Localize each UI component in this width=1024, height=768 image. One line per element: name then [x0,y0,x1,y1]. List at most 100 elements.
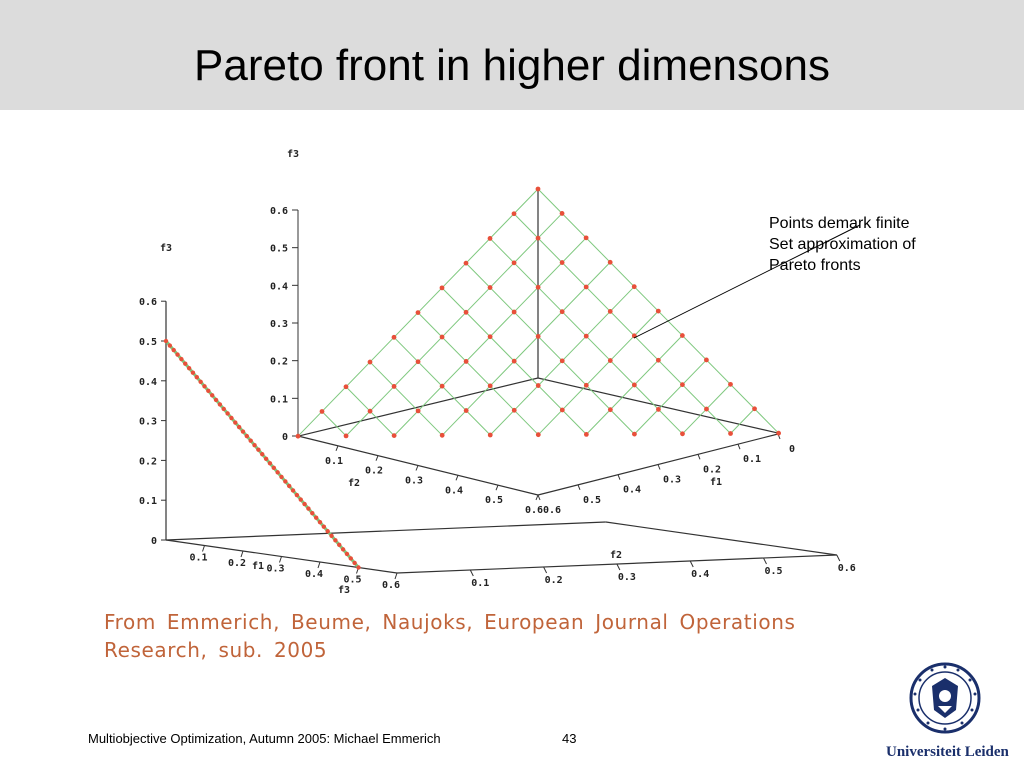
left-f2-tick-label: 0.1 [471,578,489,589]
right-front-point [583,382,589,388]
right-f3-tick-label: 0.3 [270,319,288,330]
left-f2-tick-label: 0.6 [838,563,856,574]
right-front-point [535,235,541,241]
citation-line-1: From Emmerich, Beume, Naujoks, European … [104,610,796,634]
right-f1-tick [577,484,581,491]
right-front-point [559,309,565,315]
right-front-point [511,407,517,413]
right-f1-tick [697,454,701,460]
right-f1-tick [537,494,541,501]
left-front-point [186,365,192,371]
right-grid-line-f1 [537,310,659,436]
right-front-point [463,408,469,413]
left-front-point [163,338,169,344]
right-front-point [559,211,565,216]
right-front-point [680,431,685,437]
left-front-point [352,560,357,566]
left-front-point [236,424,242,430]
leiden-seal-icon [909,662,981,734]
left-f3-tick-label: 0.4 [139,377,157,388]
right-front-point [583,284,589,290]
annotation-line-3: Pareto fronts [769,257,861,274]
right-front-point [728,431,733,436]
right-front-point [391,334,397,340]
right-front-point [511,211,517,217]
left-front-point [271,465,276,471]
right-f2-title: f2 [348,478,360,489]
right-front-point [343,384,349,390]
right-front-point [463,309,469,315]
right-front-point [583,235,589,241]
left-front-point [333,538,338,543]
left-front-point [190,370,196,375]
left-front-point [252,442,257,448]
left-f3-tick-label: 0.6 [139,297,157,308]
right-f3-tick-label: 0.6 [270,206,288,217]
right-front-point [367,359,373,365]
left-front-point [298,497,303,502]
left-f3-tick-label: 0.1 [139,496,157,507]
left-front-point [340,547,346,552]
left-f1-title: f1 [252,561,264,572]
right-f3-title: f3 [287,149,299,160]
left-f2-tick [689,560,694,568]
right-front-point [607,309,613,314]
left-front-point [306,506,311,511]
right-front-point [343,433,349,439]
left-plot: 0 0.1 0.2 0.3 0.4 0.5 0.6 0.1 0.2 0.3 0.4 0.5 0.6 0.1… [139,243,856,596]
right-front-point [559,260,565,265]
right-f2-tick [495,484,499,491]
right-front-point [487,334,493,340]
right-front-point [463,359,469,364]
right-front-point [559,358,565,364]
right-front-point [679,333,685,338]
right-front-point [439,383,445,389]
left-front-point [248,438,253,443]
right-front-point [415,408,421,414]
right-front-point [583,333,589,339]
right-f3-tick-label: 0.4 [270,281,288,292]
right-grid-line-f2 [417,312,539,436]
right-front-point [559,407,565,413]
right-front-point [535,186,541,192]
left-front-point [194,375,199,380]
page-number: 43 [562,731,577,746]
left-front-point [171,347,176,353]
left-f3-title: f3 [160,243,172,254]
right-f2-tick-label: 0.2 [365,466,383,477]
right-front-point [439,285,445,291]
right-grid-line-f2 [321,411,347,437]
pareto-figure: 0 0.1 0.2 0.3 0.4 0.5 0.6 0.1 0.2 0.3 0.4 0.5 0.6 0.1… [139,149,861,596]
left-f3-tick-label: 0.3 [139,417,157,428]
left-front-point [206,388,211,394]
right-front-point [631,284,637,290]
left-front-point [240,429,246,434]
left-f2-tick [763,557,767,565]
left-extra-f3-title: f3 [338,585,350,596]
left-f2-title: f2 [610,550,622,561]
right-front-point [655,308,661,314]
right-front-point [607,407,613,413]
right-front-point [511,309,517,315]
right-front-point [704,406,709,412]
annotation-line-2: Set approximation of [769,236,916,253]
left-front-point [329,533,334,538]
left-f2-axis [165,521,606,541]
right-grid-line-f2 [465,262,635,435]
left-f1-tick-label: 0.2 [228,558,246,569]
left-front-point [302,501,307,507]
left-f2-tick-label: 0.2 [545,575,563,586]
left-front-point [221,406,226,412]
right-front-point [487,236,493,241]
left-f1-tick [240,550,244,558]
left-f2-tick-label: 0.5 [764,566,782,577]
right-f2-tick-label: 0.3 [405,476,423,487]
left-front-point [263,456,269,461]
left-front-point [217,402,223,407]
left-f1-tick-label: 0.3 [266,564,284,575]
left-front-point [344,551,350,557]
left-front-point [202,384,207,389]
right-front-point [752,406,757,412]
right-front-point [439,334,445,340]
right-f2-tick [415,465,419,471]
